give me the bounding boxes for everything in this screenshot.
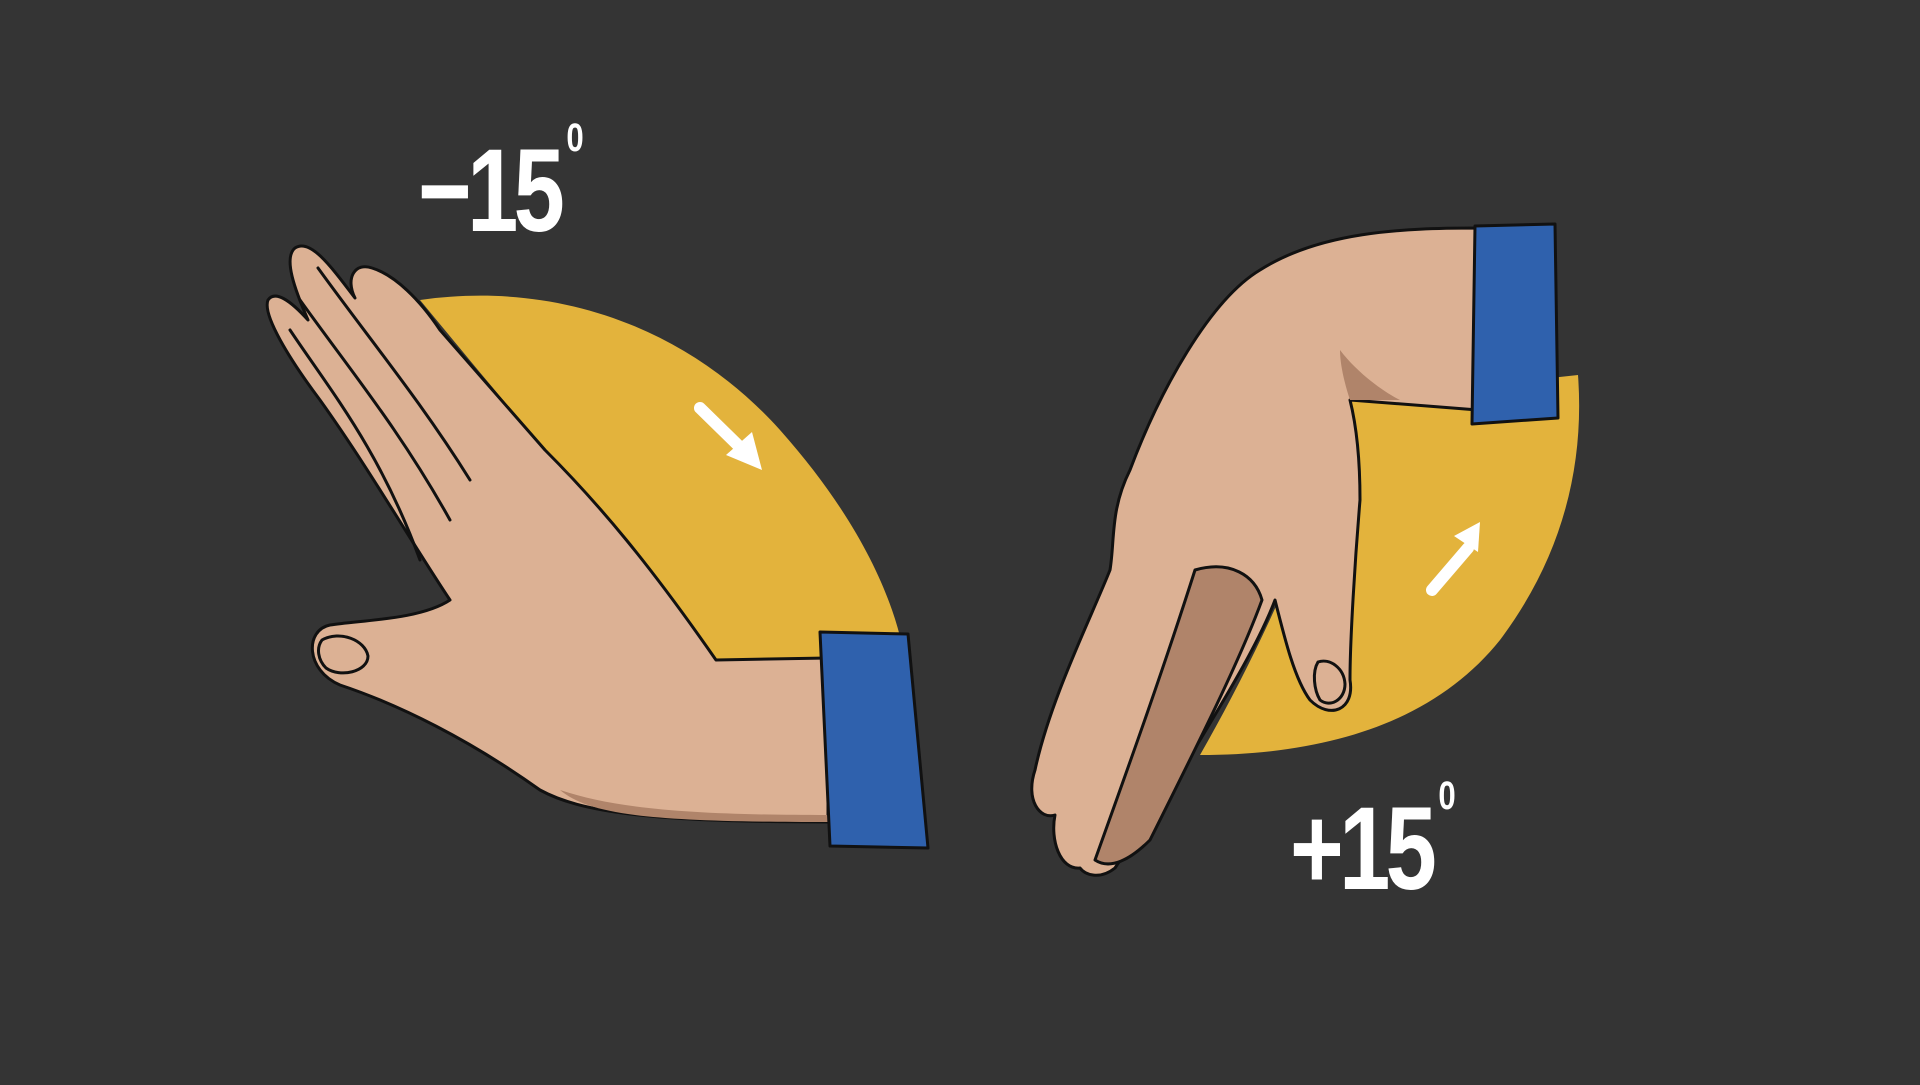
left-finger-lines — [288, 266, 472, 562]
flexion-angle-label: −15 0 — [418, 118, 584, 250]
extension-degree-mark: 0 — [1438, 774, 1456, 818]
extension-angle-label: +15 0 — [1290, 776, 1456, 908]
right-arrowhead — [1454, 522, 1480, 552]
left-sleeve — [818, 630, 930, 850]
flexion-angle-value: −15 — [418, 125, 565, 257]
left-hand-figure — [265, 244, 930, 850]
left-arrowhead — [726, 432, 762, 470]
right-knuckle-shadow — [1340, 350, 1400, 400]
extension-angle-value: +15 — [1290, 783, 1437, 915]
right-fingers-shadow — [1093, 565, 1264, 866]
right-sleeve — [1470, 222, 1560, 426]
right-thumb-nail — [1312, 659, 1347, 705]
right-hand-figure — [1030, 222, 1580, 877]
left-palm-shadow — [560, 790, 828, 822]
flexion-degree-mark: 0 — [566, 116, 584, 160]
left-thumb-nail — [317, 634, 370, 675]
right-motion-arrow — [1426, 542, 1474, 596]
left-angle-arc — [420, 295, 905, 660]
